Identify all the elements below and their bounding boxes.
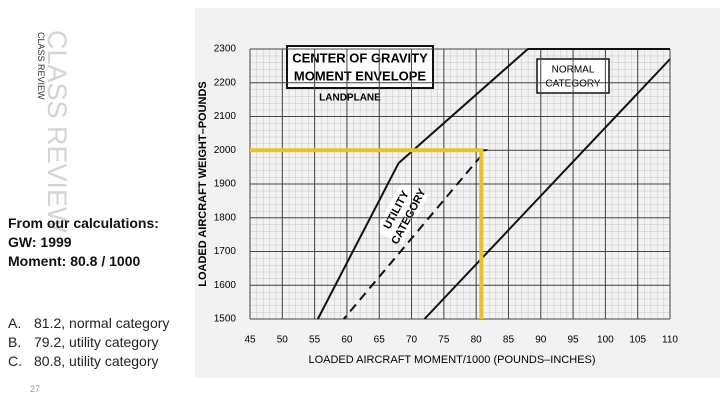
- x-tick-label: 80: [471, 335, 483, 346]
- y-tick-label: 2200: [214, 77, 237, 88]
- y-tick-label: 1700: [214, 246, 237, 257]
- x-tick-label: 85: [503, 335, 515, 346]
- calc-heading: From our calculations:: [8, 215, 159, 231]
- option-text: 79.2, utility category: [34, 334, 159, 350]
- x-tick-label: 45: [244, 335, 256, 346]
- y-tick-label: 1600: [214, 280, 237, 291]
- x-tick-label: 100: [597, 335, 614, 346]
- y-tick-label: 2000: [214, 145, 237, 156]
- moment: Moment: 80.8 / 1000: [8, 253, 141, 269]
- x-tick-label: 95: [568, 335, 580, 346]
- x-tick-label: 90: [535, 335, 547, 346]
- chart-subtitle: LANDPLANE: [319, 93, 381, 104]
- x-tick-label: 50: [277, 335, 289, 346]
- x-tick-label: 105: [629, 335, 646, 346]
- series-line: [423, 58, 671, 320]
- x-tick-label: 110: [662, 335, 678, 346]
- gw: GW: 1999: [8, 234, 72, 250]
- series-line: [316, 48, 670, 320]
- option-letter: A.: [8, 315, 22, 331]
- chart-title: MOMENT ENVELOPE: [294, 68, 427, 83]
- y-tick-label: 1900: [214, 179, 237, 190]
- x-tick-label: 70: [406, 335, 418, 346]
- y-tick-label: 2100: [214, 111, 237, 122]
- side-label: CLASS REVIEW: [36, 32, 46, 100]
- x-tick-label: 60: [341, 335, 353, 346]
- option-letter: C.: [8, 353, 22, 369]
- series-line: [342, 149, 488, 320]
- x-tick-label: 75: [438, 335, 450, 346]
- x-tick-label: 55: [309, 335, 321, 346]
- option: C. 80.8, utility category: [8, 353, 159, 369]
- x-axis-label: LOADED AIRCRAFT MOMENT/1000 (POUNDS–INCH…: [308, 354, 595, 366]
- series-line: [250, 148, 484, 319]
- option-text: 81.2, normal category: [34, 315, 170, 331]
- option-letter: B.: [8, 334, 22, 350]
- option: A. 81.2, normal category: [8, 315, 169, 331]
- option-text: 80.8, utility category: [34, 353, 159, 369]
- y-tick-label: 2300: [214, 44, 237, 55]
- chart: CENTER OF GRAVITY MOMENT ENVELOPE LANDPL…: [195, 8, 720, 378]
- annotation-box: [375, 181, 429, 245]
- x-tick-label: 65: [374, 335, 386, 346]
- page-number: 27: [30, 384, 41, 394]
- title-box: [286, 45, 434, 89]
- chart-title: CENTER OF GRAVITY: [292, 50, 428, 65]
- y-axis-label: LOADED AIRCRAFT WEIGHT–POUNDS: [197, 81, 209, 287]
- y-tick-label: 1800: [214, 212, 237, 223]
- option: B. 79.2, utility category: [8, 334, 159, 350]
- y-tick-label: 1500: [214, 314, 237, 325]
